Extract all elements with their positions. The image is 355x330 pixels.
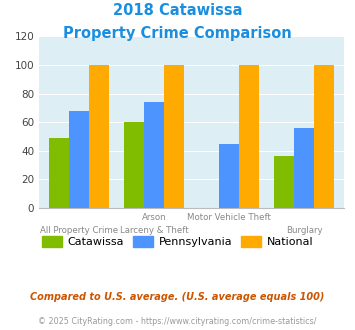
Text: Arson: Arson	[142, 213, 166, 222]
Bar	[144, 102, 164, 208]
Bar	[89, 65, 109, 208]
Text: Motor Vehicle Theft: Motor Vehicle Theft	[187, 213, 271, 222]
Text: Property Crime Comparison: Property Crime Comparison	[63, 26, 292, 41]
Bar	[314, 65, 334, 208]
Bar	[69, 111, 89, 208]
Bar	[239, 65, 259, 208]
Text: Compared to U.S. average. (U.S. average equals 100): Compared to U.S. average. (U.S. average …	[30, 292, 325, 302]
Legend: Catawissa, Pennsylvania, National: Catawissa, Pennsylvania, National	[38, 232, 317, 252]
Bar	[274, 156, 294, 208]
Text: All Property Crime: All Property Crime	[40, 226, 118, 235]
Text: Burglary: Burglary	[286, 226, 323, 235]
Bar	[49, 138, 69, 208]
Bar	[124, 122, 144, 208]
Bar	[164, 65, 184, 208]
Text: Larceny & Theft: Larceny & Theft	[120, 226, 189, 235]
Bar	[294, 128, 314, 208]
Bar	[219, 144, 239, 208]
Text: 2018 Catawissa: 2018 Catawissa	[113, 3, 242, 18]
Text: © 2025 CityRating.com - https://www.cityrating.com/crime-statistics/: © 2025 CityRating.com - https://www.city…	[38, 317, 317, 326]
